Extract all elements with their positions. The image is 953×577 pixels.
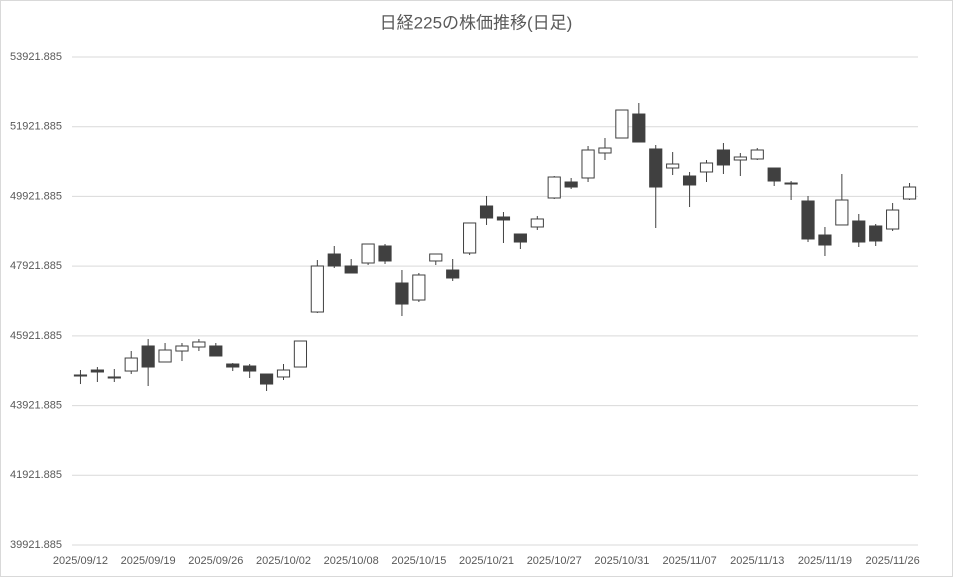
candle-body — [750, 149, 764, 160]
y-tick-label: 41921.885 — [10, 469, 62, 481]
candle-body — [259, 373, 274, 385]
candle-body — [547, 176, 561, 199]
candle-body — [615, 109, 629, 139]
candle-body — [852, 220, 866, 243]
y-tick-label: 53921.885 — [10, 51, 62, 63]
candle-body — [124, 357, 138, 372]
candle-body — [869, 225, 883, 242]
candle-body — [716, 149, 731, 166]
candle-body — [699, 162, 714, 173]
candle-body — [327, 253, 341, 267]
candle-body — [243, 365, 257, 372]
candle-body — [226, 363, 240, 368]
y-tick-label: 39921.885 — [10, 539, 62, 551]
candle-body — [767, 167, 781, 182]
candle-body — [310, 265, 324, 313]
candle-body — [818, 234, 832, 246]
candle-body — [344, 265, 358, 274]
candle-body — [107, 376, 121, 379]
candle-body — [175, 345, 189, 352]
x-tick-label: 2025/09/19 — [121, 555, 176, 567]
candle-body — [293, 340, 308, 368]
y-tick-label: 47921.885 — [10, 260, 62, 272]
candle-body — [902, 186, 917, 200]
candle-body — [412, 274, 426, 301]
x-tick-label: 2025/10/31 — [594, 555, 649, 567]
x-tick-label: 2025/10/15 — [391, 555, 446, 567]
candle-body — [682, 175, 697, 186]
candle-body — [513, 233, 527, 243]
candle-body — [564, 181, 578, 188]
candle-body — [835, 199, 849, 226]
candle-body — [463, 222, 477, 254]
candle-body — [496, 216, 511, 221]
x-tick-label: 2025/10/02 — [256, 555, 311, 567]
candle-body — [801, 200, 815, 240]
candle-body — [632, 113, 646, 143]
candle-body — [395, 282, 409, 305]
x-tick-label: 2025/11/07 — [662, 555, 716, 567]
candle-body — [886, 209, 900, 230]
y-tick-label: 43921.885 — [10, 399, 62, 411]
x-tick-label: 2025/10/21 — [459, 555, 514, 567]
x-tick-label: 2025/11/26 — [865, 555, 919, 567]
candle-body — [649, 148, 663, 188]
x-tick-label: 2025/11/13 — [730, 555, 784, 567]
candle-body — [73, 374, 88, 377]
candle-body — [209, 345, 223, 357]
chart-title: 日経225の株価推移(日足) — [380, 13, 573, 32]
candle-body — [733, 156, 747, 161]
candle-body — [361, 243, 375, 264]
x-tick-label: 2025/09/12 — [53, 555, 108, 567]
x-tick-label: 2025/10/08 — [324, 555, 379, 567]
candle-body — [141, 345, 155, 368]
y-tick-label: 45921.885 — [10, 330, 62, 342]
candle-body — [479, 205, 494, 219]
candle-body — [276, 369, 291, 378]
x-tick-label: 2025/09/26 — [188, 555, 243, 567]
y-tick-label: 51921.885 — [10, 121, 62, 133]
candle-body — [530, 218, 544, 228]
candle-body — [666, 163, 680, 169]
candle-body — [90, 369, 104, 373]
x-tick-label: 2025/11/19 — [798, 555, 852, 567]
candle-body — [598, 147, 612, 154]
candle-body — [446, 269, 460, 279]
candle-body — [192, 341, 206, 348]
candle-body — [784, 182, 798, 185]
y-tick-label: 49921.885 — [10, 190, 62, 202]
x-tick-label: 2025/10/27 — [527, 555, 582, 567]
candle-body — [158, 349, 172, 363]
candle-body — [378, 245, 392, 262]
candle-body — [581, 149, 595, 179]
candle-body — [429, 253, 443, 262]
